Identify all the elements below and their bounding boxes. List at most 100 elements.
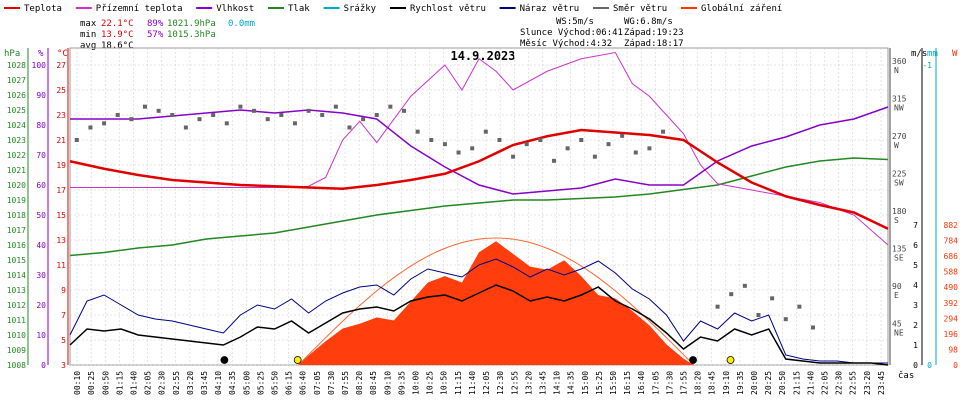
y-tick-temperature: 7 xyxy=(61,311,66,320)
legend-label-temp: Teplota xyxy=(24,4,62,14)
winddir-point xyxy=(442,142,447,147)
x-tick-label: 00:50 xyxy=(101,371,110,395)
y-tick-winddir: 225 xyxy=(892,170,907,179)
winddir-point xyxy=(102,121,107,126)
x-tick-label: 18:45 xyxy=(708,371,717,395)
winddir-point xyxy=(88,125,93,130)
legend-label-pressure: Tlak xyxy=(288,4,310,14)
x-tick-label: 10:00 xyxy=(412,371,421,395)
x-tick-label: 20:00 xyxy=(750,371,759,395)
y-tick-winddir-label: N xyxy=(894,66,899,75)
info-sun: Slunce Východ:06:41 xyxy=(520,28,623,38)
winddir-point xyxy=(320,113,325,117)
x-tick-label: 19:10 xyxy=(722,371,731,395)
unit-ms: m/s xyxy=(911,49,927,59)
x-tick-label: 22:05 xyxy=(821,371,830,395)
sunrise-marker xyxy=(293,356,302,364)
y-tick-temperature: 5 xyxy=(61,336,66,345)
y-tick-humidity: 80 xyxy=(36,121,46,130)
winddir-point xyxy=(279,113,284,117)
legend-label-radiation: Globální záření xyxy=(701,4,782,14)
stats-max-temp: 22.1°C xyxy=(101,19,134,29)
x-tick-label: 20:25 xyxy=(764,371,773,395)
y-tick-temperature: 13 xyxy=(56,236,66,245)
unit-mm: mm xyxy=(927,49,938,59)
stats-max-hum: 89% xyxy=(147,19,164,29)
y-tick-pressure: 1021 xyxy=(7,166,26,175)
x-tick-label: 03:20 xyxy=(186,371,195,395)
x-axis-label: čas xyxy=(898,370,914,381)
winddir-point xyxy=(811,325,816,330)
x-tick-label: 21:40 xyxy=(806,371,815,395)
y-tick-pressure: 1020 xyxy=(7,181,26,190)
y-tick-humidity: 50 xyxy=(36,211,46,220)
legend-label-gust: Náraz větru xyxy=(520,4,580,14)
info-moon: Měsíc Východ:4:32 xyxy=(520,39,612,49)
x-tick-label: 10:50 xyxy=(440,371,449,395)
winddir-point xyxy=(374,113,379,117)
winddir-point xyxy=(129,117,134,122)
x-tick-label: 13:45 xyxy=(538,371,547,395)
x-tick-label: 12:55 xyxy=(510,371,519,395)
x-tick-label: 20:50 xyxy=(778,371,787,395)
y-tick-winddir: 360 xyxy=(892,57,907,66)
y-tick-humidity: 70 xyxy=(36,151,46,160)
x-tick-label: 02:30 xyxy=(158,371,167,395)
winddir-point xyxy=(497,138,502,142)
winddir-point xyxy=(633,150,638,155)
y-tick-winddir-label: SE xyxy=(894,254,904,263)
x-tick-label: 10:25 xyxy=(426,371,435,395)
info-moon-set: Západ:18:17 xyxy=(624,39,684,49)
stats-max-label: max xyxy=(80,19,97,29)
winddir-point xyxy=(565,146,570,151)
winddir-point xyxy=(115,113,120,117)
info-ws: WS:5m/s xyxy=(556,17,594,27)
y-tick-radiation: 392 xyxy=(944,299,959,308)
y-tick-radiation: 0 xyxy=(953,361,958,370)
unit-degc: °C xyxy=(57,49,68,59)
y-tick-wind: 2 xyxy=(913,321,918,330)
series-radiation xyxy=(298,241,694,365)
y-tick-temperature: 9 xyxy=(61,286,66,295)
winddir-point xyxy=(347,125,352,130)
y-tick-radiation: 784 xyxy=(944,237,959,246)
y-tick-radiation: 490 xyxy=(944,283,959,292)
info-wg: WG:6.8m/s xyxy=(624,17,673,27)
winddir-point xyxy=(224,121,229,126)
winddir-point xyxy=(170,113,175,117)
y-tick-temperature: 19 xyxy=(56,161,66,170)
x-tick-label: 13:20 xyxy=(524,371,533,395)
y-tick-temperature: 21 xyxy=(56,136,66,145)
y-tick-pressure: 1013 xyxy=(7,286,26,295)
series-apparent-temperature xyxy=(70,51,889,246)
winddir-point xyxy=(333,104,338,109)
y-tick-radiation: 294 xyxy=(944,314,959,323)
y-tick-humidity: 20 xyxy=(36,301,46,310)
winddir-point xyxy=(402,108,407,113)
stats-avg-temp: 18.6°C xyxy=(101,41,134,51)
y-tick-pressure: 1008 xyxy=(7,361,26,370)
unit-pct: % xyxy=(38,49,44,59)
winddir-point xyxy=(74,138,79,142)
stats-avg-label: avg xyxy=(80,41,96,51)
unit-hpa: hPa xyxy=(4,49,20,59)
winddir-point xyxy=(592,154,597,159)
y-tick-humidity: 30 xyxy=(36,271,46,280)
moonset-marker xyxy=(689,356,697,364)
moonrise-marker xyxy=(220,356,229,364)
winddir-point xyxy=(265,117,270,122)
x-tick-label: 03:45 xyxy=(200,371,209,395)
y-tick-wind: 5 xyxy=(913,261,918,270)
winddir-point xyxy=(483,129,488,134)
y-tick-pressure: 1014 xyxy=(7,271,26,280)
y-tick-pressure: 1022 xyxy=(7,151,26,160)
x-tick-label: 06:15 xyxy=(285,371,294,395)
chart-title: 14.9.2023 xyxy=(450,49,515,63)
x-tick-label: 02:05 xyxy=(144,371,153,395)
y-tick-winddir: 45 xyxy=(892,320,902,329)
winddir-point xyxy=(797,304,802,309)
x-tick-label: 14:10 xyxy=(553,371,562,395)
y-tick-radiation: 588 xyxy=(944,268,959,277)
winddir-point xyxy=(429,138,434,142)
